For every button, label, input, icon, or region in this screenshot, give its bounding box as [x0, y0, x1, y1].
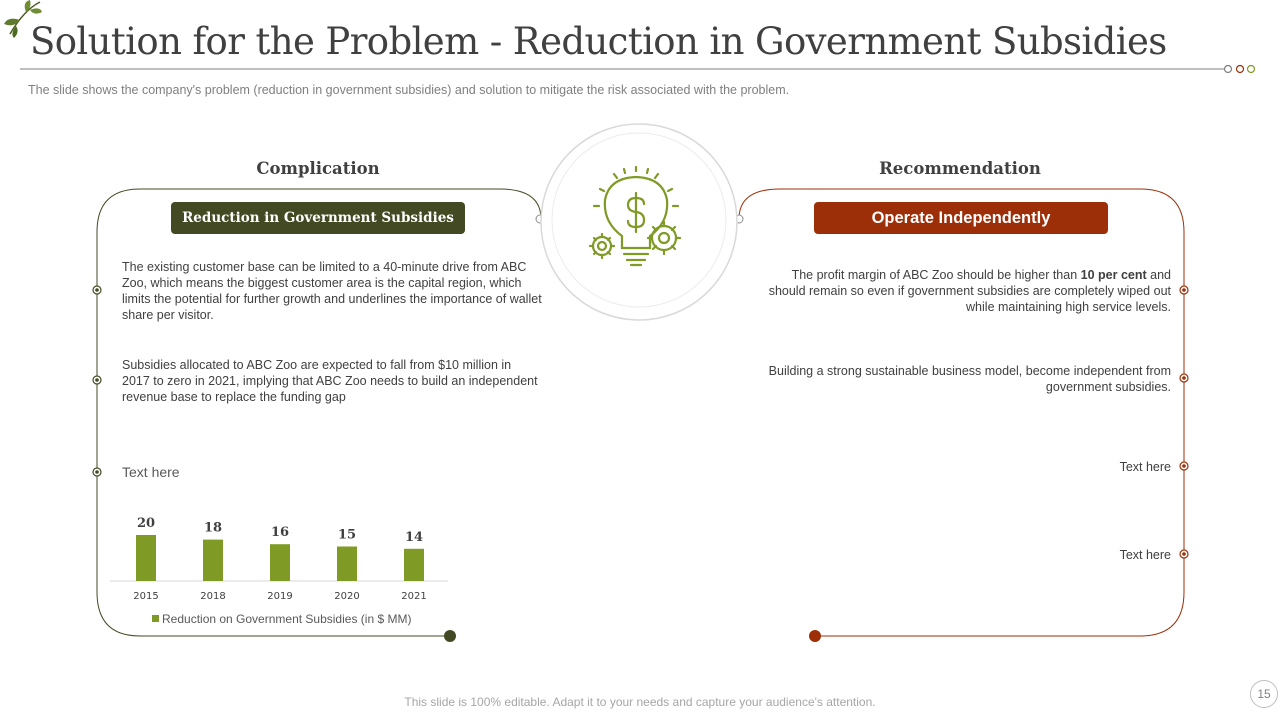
complication-bullets	[92, 285, 102, 477]
center-inner-ring	[551, 132, 727, 308]
slide-title: Solution for the Problem - Reduction in …	[30, 20, 1167, 63]
bar-2019	[270, 544, 290, 581]
bar-value-2021: 14	[405, 530, 423, 545]
complication-end-dot	[444, 630, 456, 642]
bar-value-2019: 16	[271, 525, 289, 540]
category-label-2020: 2020	[334, 591, 359, 602]
lightbulb-dollar-gears-icon	[588, 165, 682, 267]
recommendation-pill: Operate Independently	[814, 202, 1108, 234]
recommendation-point-1-after: and should remain so even if government …	[768, 268, 1171, 314]
chart-legend: Reduction on Government Subsidies (in $ …	[152, 612, 411, 626]
complication-point-1: The existing customer base can be limite…	[122, 260, 542, 322]
bar-value-2018: 18	[204, 521, 222, 536]
recommendation-point-4: Text here	[1119, 548, 1171, 562]
complication-heading: Complication	[256, 159, 380, 178]
legend-swatch	[152, 615, 159, 623]
recommendation-point-1-bold: 10 per cent	[1080, 268, 1147, 282]
complication-frame	[96, 188, 542, 637]
bar-value-2020: 15	[338, 528, 356, 543]
bar-value-2015: 20	[137, 516, 155, 531]
recommendation-heading: Recommendation	[879, 159, 1041, 178]
category-label-2015: 2015	[133, 591, 158, 602]
bar-2020	[337, 546, 357, 581]
footer-note: This slide is 100% editable. Adapt it to…	[404, 695, 876, 709]
recommendation-point-1: The profit margin of ABC Zoo should be h…	[760, 267, 1171, 315]
subsidy-bar-chart: 20 2015 18 2018 16 2019 15 2020 14 2021	[110, 516, 448, 602]
recommendation-frame	[738, 188, 1185, 637]
leaf-icon	[4, 0, 42, 38]
recommendation-bullets	[1179, 285, 1189, 559]
recommendation-point-1-before: The profit margin of ABC Zoo should be h…	[791, 268, 1081, 282]
legend-label: Reduction on Government Subsidies (in $ …	[162, 612, 412, 626]
recommendation-end-dot	[809, 630, 821, 642]
header-decoration	[4, 0, 1256, 74]
page-number: 15	[1250, 680, 1278, 708]
complication-point-2: Subsidies allocated to ABC Zoo are expec…	[122, 358, 538, 404]
complication-point-3: Text here	[122, 464, 180, 480]
bar-2018	[203, 539, 223, 581]
recommendation-point-3: Text here	[1119, 460, 1171, 474]
header-dots	[1223, 64, 1256, 74]
category-label-2019: 2019	[267, 591, 292, 602]
recommendation-point-2: Building a strong sustainable business m…	[768, 364, 1171, 394]
bar-2021	[404, 548, 424, 581]
complication-pill: Reduction in Government Subsidies	[171, 202, 465, 234]
bar-2015	[136, 535, 156, 581]
category-label-2021: 2021	[401, 591, 426, 602]
category-label-2018: 2018	[200, 591, 225, 602]
slide-subtitle: The slide shows the company's problem (r…	[28, 83, 790, 97]
